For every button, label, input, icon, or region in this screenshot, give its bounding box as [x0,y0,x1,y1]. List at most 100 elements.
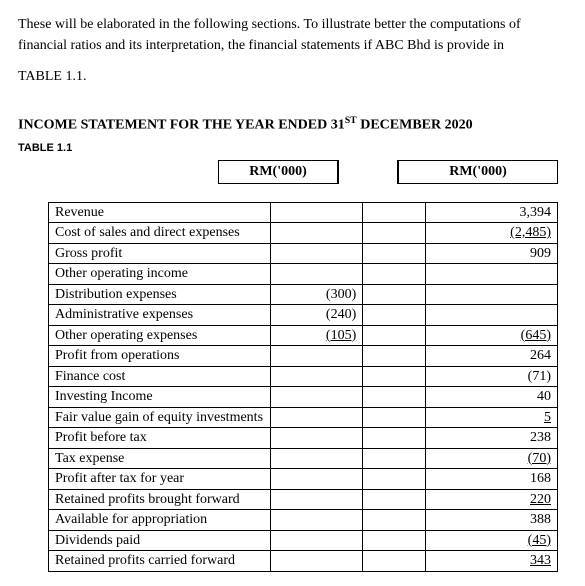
table-row: Profit after tax for year 168 [49,469,558,490]
row-col2 [425,264,557,285]
row-col2: (45) [425,530,557,551]
row-spacer [363,428,426,449]
row-col2: (645) [425,325,557,346]
row-col1 [270,264,363,285]
intro-paragraph: These will be elaborated in the followin… [18,14,567,56]
row-label: Cost of sales and direct expenses [49,223,271,244]
row-col1 [270,428,363,449]
heading-prefix: INCOME STATEMENT FOR THE YEAR ENDED 31 [18,118,345,133]
table-row: Investing Income 40 [49,387,558,408]
row-col1 [270,448,363,469]
row-spacer [363,387,426,408]
row-spacer [363,202,426,223]
row-spacer [363,510,426,531]
row-col2: (2,485) [425,223,557,244]
row-spacer [363,325,426,346]
row-label: Dividends paid [49,530,271,551]
table-row: Retained profits carried forward 343 [49,551,558,572]
row-spacer [363,366,426,387]
column-headers: RM('000) RM('000) [218,160,567,184]
row-col1 [270,243,363,264]
row-col2: (71) [425,366,557,387]
row-col2: 909 [425,243,557,264]
row-label: Profit from operations [49,346,271,367]
col-header-1: RM('000) [218,160,338,184]
table-row: Retained profits brought forward 220 [49,489,558,510]
row-label: Gross profit [49,243,271,264]
row-col1 [270,223,363,244]
row-spacer [363,448,426,469]
row-col1 [270,551,363,572]
table-reference: TABLE 1.1. [18,66,567,87]
row-col2: 220 [425,489,557,510]
row-label: Retained profits carried forward [49,551,271,572]
col-header-2: RM('000) [398,160,558,184]
row-col1 [270,407,363,428]
table-row: Dividends paid (45) [49,530,558,551]
row-spacer [363,223,426,244]
heading-suffix: DECEMBER 2020 [357,118,473,133]
col-header-spacer [338,160,398,184]
row-label: Finance cost [49,366,271,387]
income-statement-table: Revenue3,394Cost of sales and direct exp… [48,202,558,572]
row-label: Profit after tax for year [49,469,271,490]
table-row: Profit before tax 238 [49,428,558,449]
row-col1 [270,510,363,531]
table-row: Other operating income [49,264,558,285]
table-row: Distribution expenses(300) [49,284,558,305]
row-col2: 168 [425,469,557,490]
row-col2: 3,394 [425,202,557,223]
row-label: Other operating expenses [49,325,271,346]
row-col1 [270,530,363,551]
row-col1 [270,387,363,408]
row-spacer [363,346,426,367]
row-label: Retained profits brought forward [49,489,271,510]
row-col1 [270,489,363,510]
row-spacer [363,489,426,510]
row-col1: (300) [270,284,363,305]
statement-heading: INCOME STATEMENT FOR THE YEAR ENDED 31ST… [18,115,567,134]
row-col1: (105) [270,325,363,346]
row-col1 [270,346,363,367]
row-col2: 343 [425,551,557,572]
row-col2: 388 [425,510,557,531]
table-row: Finance cost (71) [49,366,558,387]
row-label: Other operating income [49,264,271,285]
row-label: Revenue [49,202,271,223]
table-row: Gross profit 909 [49,243,558,264]
table-row: Cost of sales and direct expenses (2,485) [49,223,558,244]
table-row: Administrative expenses(240) [49,305,558,326]
row-col2: 264 [425,346,557,367]
heading-sup: ST [345,115,357,126]
row-spacer [363,284,426,305]
row-label: Profit before tax [49,428,271,449]
row-col2: 5 [425,407,557,428]
row-col2 [425,305,557,326]
row-col2: 238 [425,428,557,449]
table-row: Fair value gain of equity investments 5 [49,407,558,428]
row-label: Available for appropriation [49,510,271,531]
row-label: Administrative expenses [49,305,271,326]
row-label: Distribution expenses [49,284,271,305]
row-col2: 40 [425,387,557,408]
row-col1 [270,202,363,223]
row-col2 [425,284,557,305]
row-col2: (70) [425,448,557,469]
table-row: Revenue 3,394 [49,202,558,223]
row-spacer [363,243,426,264]
row-label: Fair value gain of equity investments [49,407,271,428]
row-spacer [363,469,426,490]
row-col1: (240) [270,305,363,326]
table-number: TABLE 1.1 [18,142,567,154]
row-spacer [363,264,426,285]
row-spacer [363,551,426,572]
row-col1 [270,469,363,490]
row-spacer [363,407,426,428]
row-spacer [363,530,426,551]
row-label: Tax expense [49,448,271,469]
table-row: Available for appropriation 388 [49,510,558,531]
table-row: Profit from operations 264 [49,346,558,367]
row-spacer [363,305,426,326]
row-label: Investing Income [49,387,271,408]
table-row: Tax expense (70) [49,448,558,469]
